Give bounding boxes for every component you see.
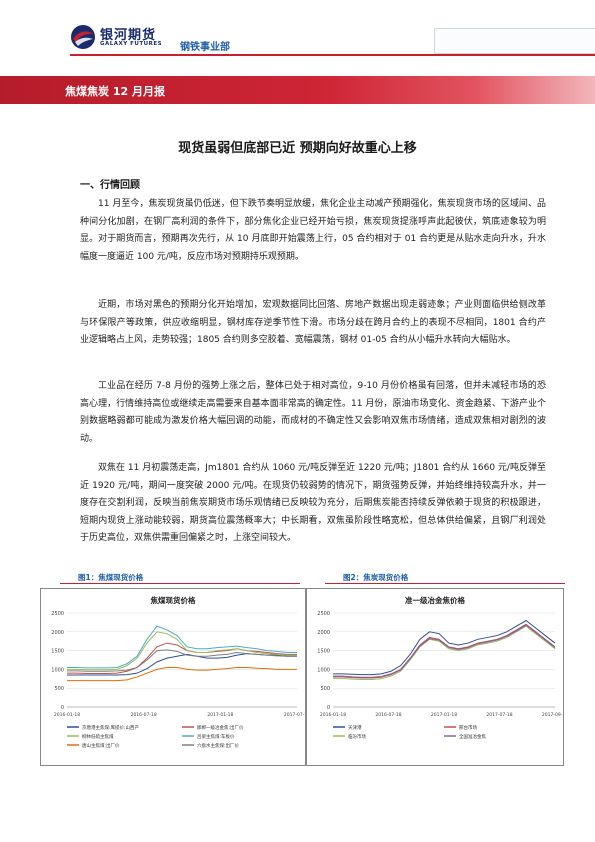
series-line-5 — [67, 649, 297, 672]
series-line-1 — [67, 642, 297, 675]
legend-label: 吕梁主焦煤:车板价 — [197, 733, 235, 740]
x-tick-label: 2017-07-18 — [284, 712, 305, 718]
header-divider — [70, 54, 595, 56]
report-banner: 焦煤焦炭 12 月月报 — [0, 76, 595, 104]
legend-label: 六盘水主焦煤:出厂价 — [197, 742, 240, 749]
x-tick-label: 2017-07-18 — [486, 712, 512, 718]
chart-2-svg: 准一级冶金焦价格 0 500 1000 1500 2000 2500 2016-01-18 20… — [317, 595, 563, 740]
figure-1-rule — [60, 583, 300, 584]
x-tick-label: 2016-07-18 — [131, 712, 157, 718]
chart-title: 准一级冶金焦价格 — [405, 595, 465, 605]
legend-label: 柳林低硫主焦煤 — [82, 733, 114, 740]
figure-2-rule — [325, 583, 565, 584]
y-tick-label: 2000 — [51, 630, 64, 636]
legend-label: 唐山主焦煤:出厂价 — [82, 742, 120, 749]
series-line-3 — [67, 625, 297, 669]
figure-2-caption: 图2：焦炭现货价格 — [343, 573, 409, 582]
legend-label: 邯郸一级冶金焦:出厂价 — [197, 724, 244, 731]
legend-label: 京唐港主焦煤:库提价:山西产 — [82, 724, 140, 731]
y-tick-label: 2500 — [317, 611, 330, 617]
figure-1-caption: 图1：焦煤现货价格 — [78, 573, 144, 582]
legend-label: 天津港 — [348, 724, 362, 731]
y-tick-label: 1000 — [317, 667, 330, 673]
x-tick-label: 2017-09-18 — [542, 712, 563, 718]
paragraph-3: 工业品在经历 7-8 月份的强势上涨之后，整体已处于相对高位，9-10 月份价格… — [80, 381, 546, 444]
series-line-0 — [67, 653, 297, 676]
x-tick-label: 2017-01-18 — [207, 712, 233, 718]
chart-2: 准一级冶金焦价格 0 500 1000 1500 2000 2500 2016-01-18 20… — [306, 588, 564, 766]
logo-text-en: GALAXY FUTURES — [100, 41, 163, 47]
header-tab-box — [434, 28, 595, 54]
series-line-2 — [333, 625, 556, 681]
paragraph-1: 11 月至今，焦炭现货虽仍低迷，但下跌节奏明显放缓，焦化企业主动减产预期强化，焦… — [80, 199, 546, 262]
department-label: 钢铁事业部 — [180, 42, 230, 53]
x-tick-label: 2017-01-18 — [431, 712, 457, 718]
series-line-1 — [333, 623, 556, 678]
section-heading: 一、行情回顾 — [80, 180, 140, 191]
report-title: 现货虽弱但底部已近 预期向好故重心上移 — [178, 141, 417, 156]
series-line-0 — [333, 619, 556, 676]
x-tick-label: 2016-07-18 — [375, 712, 401, 718]
y-tick-label: 1500 — [317, 649, 330, 655]
y-tick-label: 1000 — [51, 667, 64, 673]
legend-label: 临汾市场 — [348, 733, 366, 740]
series-line-2 — [67, 631, 297, 671]
paragraph-2: 近期，市场对黑色的预期分化开始增加，宏观数据同比回落、房地产数据出现走弱迹象；产… — [80, 300, 546, 345]
chart-1: 焦煤现货价格 0 500 1000 1500 2000 2500 2016-01-18 2016… — [40, 588, 306, 766]
y-tick-label: 2000 — [317, 630, 330, 636]
y-tick-label: 2500 — [51, 611, 64, 617]
legend-label: 全国准冶金焦 — [459, 733, 486, 740]
legend-label: 邢台市场 — [459, 724, 477, 731]
y-tick-label: 0 — [327, 705, 330, 711]
logo-text-cn: 银河期货 — [100, 28, 157, 43]
page-header: 银河期货 GALAXY FUTURES 钢铁事业部 — [0, 0, 595, 70]
y-tick-label: 500 — [320, 686, 330, 692]
x-tick-label: 2016-01-18 — [320, 712, 346, 718]
x-tick-label: 2016-01-18 — [54, 712, 80, 718]
chart-1-svg: 焦煤现货价格 0 500 1000 1500 2000 2500 2016-01-18 2016… — [51, 595, 305, 749]
paragraph-4: 双焦在 11 月初震荡走高，Jm1801 合约从 1060 元/吨反弹至近 12… — [80, 463, 546, 543]
galaxy-swoosh-icon — [71, 25, 95, 49]
y-tick-label: 500 — [54, 686, 64, 692]
chart-title: 焦煤现货价格 — [150, 595, 196, 605]
banner-text: 焦煤焦炭 12 月月报 — [65, 85, 165, 98]
series-line-4 — [67, 667, 297, 682]
y-tick-label: 1500 — [51, 649, 64, 655]
series-line-3 — [333, 624, 556, 679]
y-tick-label: 0 — [61, 705, 64, 711]
